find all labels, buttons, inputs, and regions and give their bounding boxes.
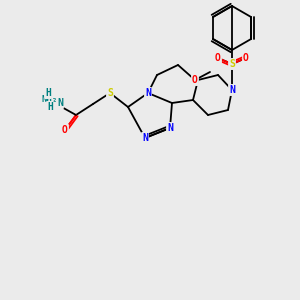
Text: O: O [215, 53, 221, 63]
Text: O: O [243, 53, 249, 63]
Text: H: H [47, 102, 53, 112]
Text: N: N [142, 133, 148, 143]
Text: H: H [45, 88, 51, 98]
Text: O: O [192, 75, 198, 85]
Text: S: S [229, 59, 235, 69]
Text: O: O [62, 125, 68, 135]
Text: N: N [229, 85, 235, 95]
Text: NH₂: NH₂ [42, 95, 58, 104]
Text: N: N [167, 123, 173, 133]
Text: N: N [57, 98, 63, 108]
Text: N: N [145, 88, 151, 98]
Text: S: S [107, 88, 113, 98]
